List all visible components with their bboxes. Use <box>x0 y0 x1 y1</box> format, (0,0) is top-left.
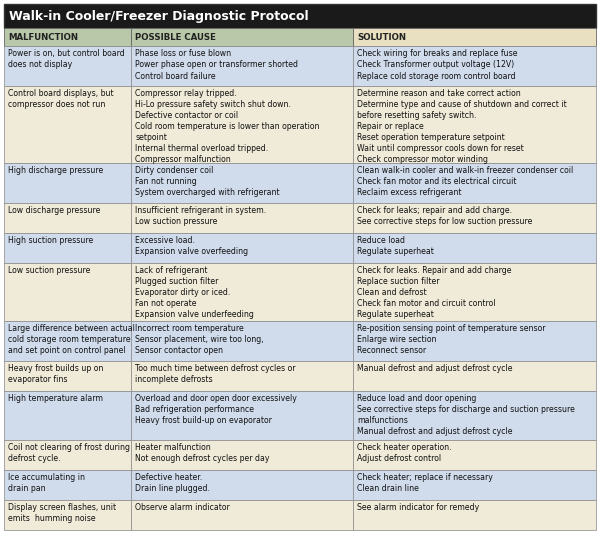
Text: Check heater; replace if necessary
Clean drain line: Check heater; replace if necessary Clean… <box>357 473 493 493</box>
Text: Compressor relay tripped.
Hi-Lo pressure safety switch shut down.
Defective cont: Compressor relay tripped. Hi-Lo pressure… <box>135 89 320 164</box>
Text: Heater malfunction
Not enough defrost cycles per day: Heater malfunction Not enough defrost cy… <box>135 443 270 463</box>
Bar <box>353 321 596 361</box>
Bar <box>131 233 353 263</box>
Bar <box>4 233 131 263</box>
Bar <box>4 470 131 500</box>
Text: Overload and door open door excessively
Bad refrigeration performance
Heavy fros: Overload and door open door excessively … <box>135 394 297 425</box>
Bar <box>131 203 353 233</box>
Text: High temperature alarm: High temperature alarm <box>8 394 103 403</box>
Bar <box>4 203 131 233</box>
Bar <box>4 391 131 440</box>
Bar <box>131 28 353 46</box>
Bar <box>131 263 353 321</box>
Bar <box>353 46 596 86</box>
Text: Power is on, but control board
does not display: Power is on, but control board does not … <box>8 49 125 69</box>
Text: Check heater operation.
Adjust defrost control: Check heater operation. Adjust defrost c… <box>357 443 452 463</box>
Text: Reduce load
Regulate superheat: Reduce load Regulate superheat <box>357 236 434 256</box>
Bar <box>4 4 596 28</box>
Text: Dirty condenser coil
Fan not running
System overcharged with refrigerant: Dirty condenser coil Fan not running Sys… <box>135 166 280 198</box>
Text: See alarm indicator for remedy: See alarm indicator for remedy <box>357 503 479 512</box>
Text: Lack of refrigerant
Plugged suction filter
Evaporator dirty or iced.
Fan not ope: Lack of refrigerant Plugged suction filt… <box>135 266 254 319</box>
Bar <box>353 263 596 321</box>
Text: Check for leaks. Repair and add charge
Replace suction filter
Clean and defrost
: Check for leaks. Repair and add charge R… <box>357 266 512 319</box>
Bar <box>4 86 131 163</box>
Bar <box>4 321 131 361</box>
Text: Check wiring for breaks and replace fuse
Check Transformer output voltage (12V)
: Check wiring for breaks and replace fuse… <box>357 49 518 81</box>
Bar <box>353 86 596 163</box>
Text: Check for leaks; repair and add charge.
See corrective steps for low suction pre: Check for leaks; repair and add charge. … <box>357 206 533 226</box>
Bar <box>4 500 131 530</box>
Text: Coil not clearing of frost during
defrost cycle.: Coil not clearing of frost during defros… <box>8 443 130 463</box>
Text: High suction pressure: High suction pressure <box>8 236 93 245</box>
Bar <box>131 86 353 163</box>
Bar <box>4 361 131 391</box>
Text: Defective heater.
Drain line plugged.: Defective heater. Drain line plugged. <box>135 473 210 493</box>
Bar <box>353 163 596 203</box>
Text: Reduce load and door opening
See corrective steps for discharge and suction pres: Reduce load and door opening See correct… <box>357 394 575 436</box>
Bar <box>4 46 131 86</box>
Text: Incorrect room temperature
Sensor placement, wire too long,
Sensor contactor ope: Incorrect room temperature Sensor placem… <box>135 324 264 356</box>
Text: High discharge pressure: High discharge pressure <box>8 166 103 175</box>
Bar <box>353 391 596 440</box>
Bar <box>353 28 596 46</box>
Bar <box>131 361 353 391</box>
Bar <box>4 28 131 46</box>
Bar <box>131 321 353 361</box>
Bar <box>4 163 131 203</box>
Text: Ice accumulating in
drain pan: Ice accumulating in drain pan <box>8 473 85 493</box>
Bar <box>131 440 353 470</box>
Bar <box>353 203 596 233</box>
Bar <box>131 391 353 440</box>
Bar <box>353 440 596 470</box>
Bar <box>353 470 596 500</box>
Bar <box>131 46 353 86</box>
Bar <box>131 163 353 203</box>
Text: Insufficient refrigerant in system.
Low suction pressure: Insufficient refrigerant in system. Low … <box>135 206 266 226</box>
Bar <box>131 470 353 500</box>
Text: Manual defrost and adjust defrost cycle: Manual defrost and adjust defrost cycle <box>357 364 513 373</box>
Text: Excessive load.
Expansion valve overfeeding: Excessive load. Expansion valve overfeed… <box>135 236 248 256</box>
Bar <box>353 361 596 391</box>
Text: Low discharge pressure: Low discharge pressure <box>8 206 100 215</box>
Bar <box>131 500 353 530</box>
Text: MALFUNCTION: MALFUNCTION <box>8 33 78 42</box>
Text: Display screen flashes, unit
emits  humming noise: Display screen flashes, unit emits hummi… <box>8 503 116 523</box>
Text: Control board displays, but
compressor does not run: Control board displays, but compressor d… <box>8 89 113 109</box>
Text: Clean walk-in cooler and walk-in freezer condenser coil
Check fan motor and its : Clean walk-in cooler and walk-in freezer… <box>357 166 574 198</box>
Text: POSSIBLE CAUSE: POSSIBLE CAUSE <box>135 33 216 42</box>
Bar <box>353 500 596 530</box>
Text: Too much time between defrost cycles or
incomplete defrosts: Too much time between defrost cycles or … <box>135 364 296 384</box>
Text: Phase loss or fuse blown
Power phase open or transformer shorted
Control board f: Phase loss or fuse blown Power phase ope… <box>135 49 298 81</box>
Text: Walk-in Cooler/Freezer Diagnostic Protocol: Walk-in Cooler/Freezer Diagnostic Protoc… <box>9 10 308 23</box>
Text: Heavy frost builds up on
evaporator fins: Heavy frost builds up on evaporator fins <box>8 364 103 384</box>
Text: Observe alarm indicator: Observe alarm indicator <box>135 503 230 512</box>
Text: Determine reason and take correct action
Determine type and cause of shutdown an: Determine reason and take correct action… <box>357 89 567 164</box>
Text: SOLUTION: SOLUTION <box>357 33 406 42</box>
Bar <box>4 263 131 321</box>
Text: Low suction pressure: Low suction pressure <box>8 266 91 275</box>
Text: Large difference between actual
cold storage room temperature
and set point on c: Large difference between actual cold sto… <box>8 324 135 356</box>
Bar <box>4 440 131 470</box>
Bar <box>353 233 596 263</box>
Text: Re-position sensing point of temperature sensor
Enlarge wire section
Reconnect s: Re-position sensing point of temperature… <box>357 324 546 356</box>
